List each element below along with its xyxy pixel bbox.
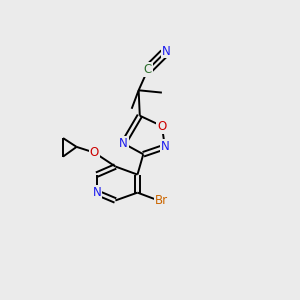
Text: O: O	[157, 120, 167, 133]
Text: Br: Br	[154, 194, 168, 207]
Text: N: N	[92, 186, 101, 199]
Text: N: N	[119, 137, 128, 150]
Text: N: N	[162, 44, 171, 58]
Text: O: O	[90, 146, 99, 159]
Text: C: C	[144, 63, 152, 76]
Text: N: N	[160, 140, 169, 153]
